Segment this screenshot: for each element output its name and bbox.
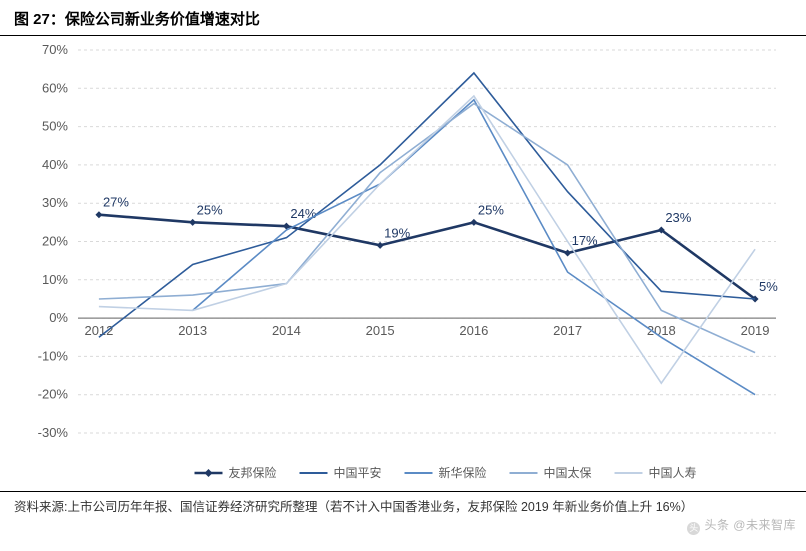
series-marker [95, 211, 102, 218]
source-footer: 资料来源:上市公司历年年报、国信证券经济研究所整理（若不计入中国香港业务，友邦保… [0, 491, 806, 517]
x-tick-label: 2015 [366, 323, 395, 338]
series-marker [564, 249, 571, 256]
chart-area: -30% -20% -10% 0% 10% 20% 30% 40% 50% 60% 70% 2012 2… [0, 36, 806, 491]
chart-title: 图 27：保险公司新业务价值增速对比 [0, 0, 806, 36]
series-line [193, 100, 755, 395]
data-label: 24% [290, 206, 316, 221]
x-tick-label: 2017 [553, 323, 582, 338]
legend-label: 中国人寿 [649, 465, 697, 480]
data-label: 19% [384, 225, 410, 240]
y-tick-label: 10% [42, 272, 68, 287]
series-marker [377, 242, 384, 249]
y-tick-label: -10% [38, 348, 69, 363]
data-label: 25% [478, 202, 504, 217]
y-tick-label: 60% [42, 80, 68, 95]
series-line [99, 96, 755, 383]
y-tick-label: 50% [42, 119, 68, 134]
legend-label: 中国平安 [334, 465, 382, 480]
series-marker [189, 219, 196, 226]
x-tick-label: 2012 [84, 323, 113, 338]
y-tick-label: 0% [49, 310, 68, 325]
data-label: 17% [572, 233, 598, 248]
y-tick-label: 70% [42, 42, 68, 57]
legend-marker [205, 469, 213, 477]
x-tick-label: 2014 [272, 323, 301, 338]
x-tick-label: 2013 [178, 323, 207, 338]
y-tick-label: 30% [42, 195, 68, 210]
y-tick-label: -30% [38, 425, 69, 440]
watermark: 头头条 @未来智库 [687, 516, 796, 535]
x-tick-label: 2016 [459, 323, 488, 338]
legend-label: 中国太保 [544, 465, 592, 480]
series-marker [470, 219, 477, 226]
x-tick-label: 2019 [741, 323, 770, 338]
legend-label: 友邦保险 [229, 465, 277, 480]
y-tick-label: 20% [42, 234, 68, 249]
data-label: 27% [103, 195, 129, 210]
data-label: 23% [665, 210, 691, 225]
data-label: 25% [197, 202, 223, 217]
legend-label: 新华保险 [439, 465, 487, 480]
y-tick-label: 40% [42, 157, 68, 172]
y-tick-label: -20% [38, 387, 69, 402]
data-label: 5% [759, 279, 778, 294]
